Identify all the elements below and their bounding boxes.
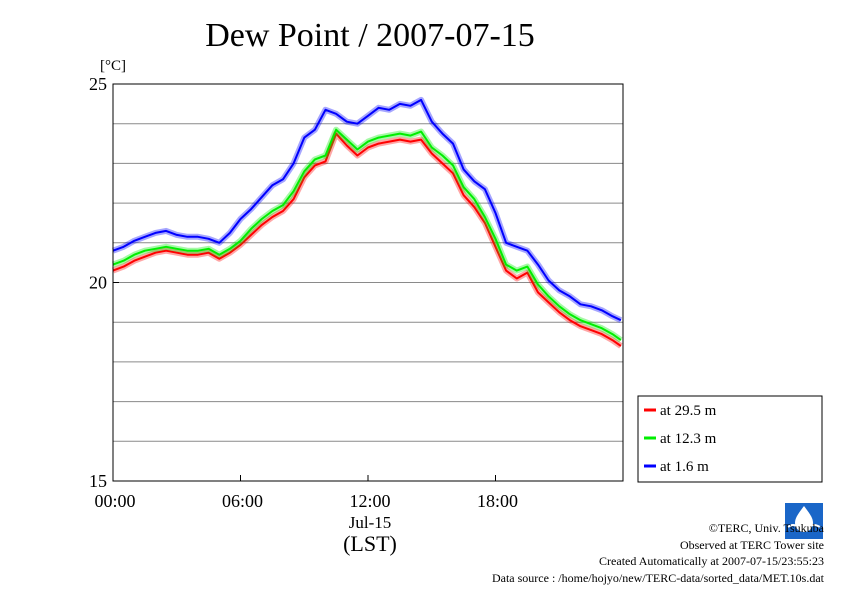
- legend-item: at 1.6 m: [644, 459, 709, 475]
- y-axis-unit-label: [°C]: [100, 58, 126, 74]
- chart-title: Dew Point / 2007-07-15: [205, 17, 535, 54]
- x-tick-label: 18:00: [477, 491, 518, 511]
- x-tick-label: 06:00: [222, 491, 263, 511]
- y-tick-label: 15: [89, 471, 107, 491]
- data-source-text: Data source : /home/hojyo/new/TERC-data/…: [491, 570, 824, 585]
- x-axis: 00:00 06:00 12:00 18:00: [94, 475, 518, 511]
- created-text: Created Automatically at 2007-07-15/23:5…: [599, 554, 824, 568]
- y-axis: 15 20 25: [89, 74, 119, 491]
- copyright-text: ©TERC, Univ. Tsukuba: [708, 521, 824, 535]
- y-tick-label: 20: [89, 273, 107, 293]
- legend: at 29.5 m at 12.3 m at 1.6 m: [637, 395, 823, 483]
- legend-box: [637, 395, 823, 483]
- series-line-at-12-3-m: [112, 128, 622, 341]
- observed-text: Observed at TERC Tower site: [679, 537, 824, 552]
- x-tick-label: 12:00: [349, 491, 390, 511]
- x-tick-label: 00:00: [94, 491, 135, 511]
- x-axis-date-label: Jul-15: [349, 513, 392, 532]
- y-tick-label: 25: [89, 74, 107, 94]
- series-layer: [111, 96, 623, 349]
- legend-label: at 29.5 m: [660, 403, 717, 419]
- series-line-at-1-6-m: [112, 98, 622, 322]
- series-halo-at-1-6-m: [111, 96, 623, 323]
- terc-logo: [785, 503, 823, 539]
- legend-label: at 1.6 m: [660, 459, 709, 475]
- credits-block: ©TERC, Univ. Tsukuba Observed at TERC To…: [492, 520, 824, 586]
- series-line-at-29-5-m: [112, 132, 622, 347]
- grid-lines: [113, 123, 623, 442]
- legend-item: at 29.5 m: [644, 403, 717, 419]
- legend-label: at 12.3 m: [660, 431, 717, 447]
- x-axis-unit-label: (LST): [343, 531, 397, 556]
- legend-item: at 12.3 m: [644, 431, 717, 447]
